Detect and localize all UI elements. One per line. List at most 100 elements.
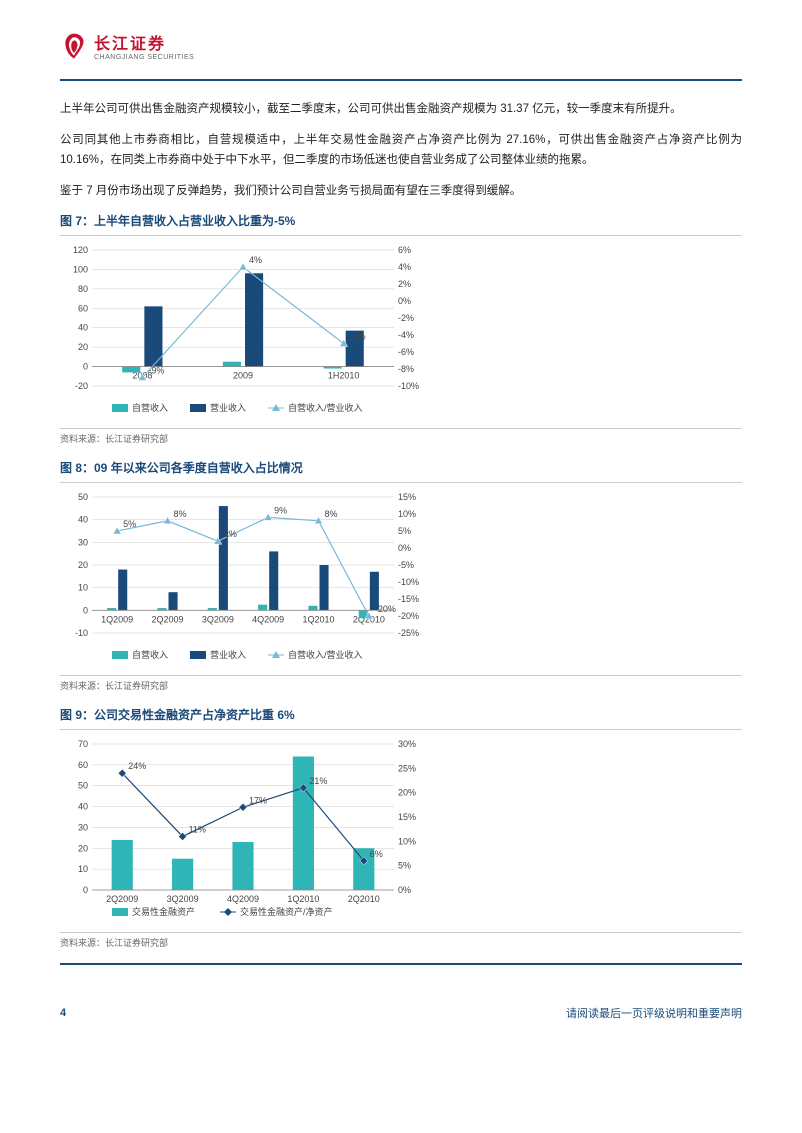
chart-7: -20020406080100120-10%-8%-6%-4%-2%0%2%4%…: [60, 235, 742, 422]
footer: 4 请阅读最后一页评级说明和重要声明: [60, 1005, 742, 1021]
svg-text:1H2010: 1H2010: [328, 370, 360, 380]
svg-text:1Q2009: 1Q2009: [101, 614, 133, 624]
chart-8-svg: -1001020304050-25%-20%-15%-10%-5%0%5%10%…: [60, 489, 430, 669]
svg-text:30%: 30%: [398, 739, 416, 749]
figure-7-title: 图 7：上半年自营收入占营业收入比重为-5%: [60, 212, 742, 229]
svg-text:4Q2009: 4Q2009: [227, 894, 259, 904]
paragraph-3: 鉴于 7 月份市场出现了反弹趋势，我们预计公司自营业务亏损局面有望在三季度得到缓…: [60, 181, 742, 202]
svg-text:15%: 15%: [398, 492, 416, 502]
svg-text:80: 80: [78, 284, 88, 294]
source-9: 资料来源：长江证券研究部: [60, 932, 742, 949]
source-7: 资料来源：长江证券研究部: [60, 428, 742, 445]
logo: 长江证券 CHANGJIANG SECURITIES: [60, 30, 194, 61]
svg-text:2Q2009: 2Q2009: [106, 894, 138, 904]
svg-text:-8%: -8%: [398, 364, 414, 374]
svg-text:30: 30: [78, 537, 88, 547]
svg-text:2Q2009: 2Q2009: [151, 614, 183, 624]
svg-text:20: 20: [78, 560, 88, 570]
top-divider: [60, 79, 742, 81]
footer-divider: [60, 963, 742, 965]
chart-9-svg: 0 10 20 30 40 50 60 70 0% 5% 10% 15% 20% 25% 30% 2Q2009…: [60, 736, 430, 926]
svg-text:8%: 8%: [174, 509, 187, 519]
svg-text:40: 40: [78, 514, 88, 524]
svg-text:-20: -20: [75, 381, 88, 391]
svg-text:70: 70: [78, 739, 88, 749]
svg-text:40: 40: [78, 801, 88, 811]
svg-text:自营收入: 自营收入: [132, 649, 168, 660]
svg-text:25%: 25%: [398, 763, 416, 773]
svg-text:5%: 5%: [398, 860, 411, 870]
svg-text:20: 20: [78, 843, 88, 853]
svg-text:4Q2009: 4Q2009: [252, 614, 284, 624]
figure-9-title: 图 9：公司交易性金融资产占净资产比重 6%: [60, 706, 742, 723]
logo-cn: 长江证券: [94, 30, 194, 54]
svg-text:4%: 4%: [398, 262, 411, 272]
svg-text:-5%: -5%: [350, 331, 366, 341]
svg-text:21%: 21%: [309, 776, 327, 786]
svg-text:40: 40: [78, 322, 88, 332]
svg-text:20%: 20%: [398, 787, 416, 797]
svg-text:2%: 2%: [398, 279, 411, 289]
svg-text:0%: 0%: [398, 885, 411, 895]
svg-text:30: 30: [78, 822, 88, 832]
svg-text:0%: 0%: [398, 543, 411, 553]
svg-text:10: 10: [78, 864, 88, 874]
svg-text:0%: 0%: [398, 296, 411, 306]
chart-9: 0 10 20 30 40 50 60 70 0% 5% 10% 15% 20% 25% 30% 2Q2009…: [60, 729, 742, 926]
svg-text:3Q2009: 3Q2009: [167, 894, 199, 904]
svg-text:交易性金融资产: 交易性金融资产: [132, 906, 195, 917]
paragraph-1: 上半年公司可供出售金融资产规模较小，截至二季度末，公司可供出售金融资产规模为 3…: [60, 99, 742, 120]
svg-text:0: 0: [83, 361, 88, 371]
svg-text:3Q2009: 3Q2009: [202, 614, 234, 624]
svg-text:-20%: -20%: [375, 604, 396, 614]
page-number: 4: [60, 1007, 66, 1019]
svg-text:营业收入: 营业收入: [210, 649, 246, 660]
svg-text:-9%: -9%: [148, 365, 164, 375]
svg-text:自营收入: 自营收入: [132, 402, 168, 413]
svg-text:6%: 6%: [398, 245, 411, 255]
logo-en: CHANGJIANG SECURITIES: [94, 54, 194, 61]
phoenix-icon: [60, 32, 88, 60]
svg-text:10%: 10%: [398, 836, 416, 846]
svg-text:1Q2010: 1Q2010: [302, 614, 334, 624]
svg-text:8%: 8%: [325, 509, 338, 519]
svg-text:20: 20: [78, 342, 88, 352]
svg-text:17%: 17%: [249, 795, 267, 805]
svg-text:-25%: -25%: [398, 628, 419, 638]
svg-text:6%: 6%: [370, 849, 383, 859]
svg-text:50: 50: [78, 492, 88, 502]
chart-7-svg: -20020406080100120-10%-8%-6%-4%-2%0%2%4%…: [60, 242, 430, 422]
svg-text:-2%: -2%: [398, 313, 414, 323]
svg-text:2%: 2%: [224, 529, 237, 539]
svg-text:10%: 10%: [398, 509, 416, 519]
svg-text:自营收入/营业收入: 自营收入/营业收入: [288, 402, 363, 413]
figure-8-title: 图 8：09 年以来公司各季度自营收入占比情况: [60, 459, 742, 476]
svg-text:24%: 24%: [128, 761, 146, 771]
svg-text:-10%: -10%: [398, 577, 419, 587]
svg-text:100: 100: [73, 264, 88, 274]
svg-text:60: 60: [78, 303, 88, 313]
svg-text:4%: 4%: [249, 255, 262, 265]
svg-text:10: 10: [78, 582, 88, 592]
svg-text:50: 50: [78, 780, 88, 790]
svg-text:15%: 15%: [398, 812, 416, 822]
svg-text:2009: 2009: [233, 370, 253, 380]
svg-text:营业收入: 营业收入: [210, 402, 246, 413]
svg-text:-6%: -6%: [398, 347, 414, 357]
svg-text:自营收入/营业收入: 自营收入/营业收入: [288, 649, 363, 660]
header: 长江证券 CHANGJIANG SECURITIES: [60, 30, 742, 61]
svg-text:60: 60: [78, 760, 88, 770]
disclaimer-text: 请阅读最后一页评级说明和重要声明: [566, 1005, 742, 1021]
svg-text:-5%: -5%: [398, 560, 414, 570]
source-8: 资料来源：长江证券研究部: [60, 675, 742, 692]
chart-8: -1001020304050-25%-20%-15%-10%-5%0%5%10%…: [60, 482, 742, 669]
svg-text:交易性金融资产/净资产: 交易性金融资产/净资产: [240, 906, 333, 917]
svg-text:-10%: -10%: [398, 381, 419, 391]
svg-text:0: 0: [83, 885, 88, 895]
svg-text:-4%: -4%: [398, 330, 414, 340]
svg-text:5%: 5%: [123, 519, 136, 529]
svg-text:0: 0: [83, 605, 88, 615]
svg-text:5%: 5%: [398, 526, 411, 536]
svg-text:2Q2010: 2Q2010: [348, 894, 380, 904]
svg-text:-15%: -15%: [398, 594, 419, 604]
